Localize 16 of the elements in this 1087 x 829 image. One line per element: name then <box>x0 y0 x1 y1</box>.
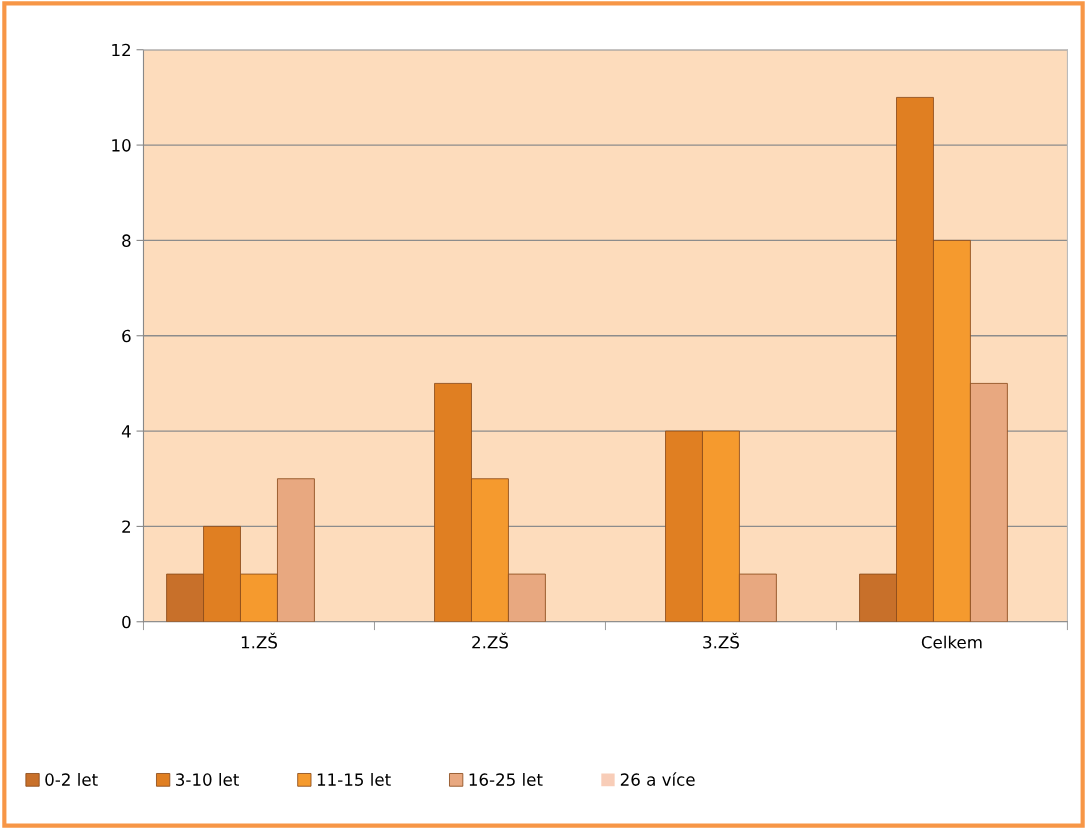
y-tick-label: 8 <box>122 234 131 247</box>
legend-label: 0-2 let <box>45 773 98 786</box>
y-tick-label: 0 <box>122 615 131 629</box>
legend-label: 16-25 let <box>469 773 543 786</box>
y-tick-label: 6 <box>122 329 131 343</box>
legend-label: 3-10 let <box>176 773 239 786</box>
y-tick-label: 4 <box>121 425 131 438</box>
x-tick-label: 1.ZŠ <box>241 632 277 649</box>
x-tick-label: 3.ZŠ <box>703 632 739 649</box>
y-tick-label: 12 <box>112 43 131 57</box>
legend-label: 26 a více <box>620 772 695 786</box>
y-tick-label: 10 <box>112 139 131 152</box>
legend-label: 11-15 let <box>317 773 391 786</box>
x-tick-label: Celkem <box>921 635 982 649</box>
y-tick-label: 2 <box>122 520 131 533</box>
x-tick-label: 2.ZŠ <box>472 632 508 649</box>
